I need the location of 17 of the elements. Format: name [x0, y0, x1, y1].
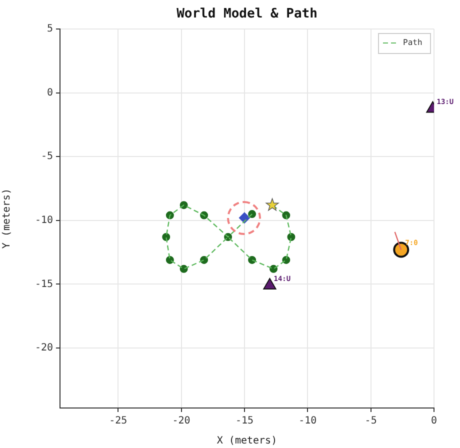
x-tick-label: -25: [109, 416, 128, 427]
x-axis-title: X (meters): [216, 436, 278, 447]
x-tick-label: 0: [430, 416, 438, 427]
y-tick-label: -5: [40, 151, 53, 162]
y-axis-title: Y (meters): [2, 188, 13, 249]
chart-title: World Model & Path: [176, 6, 318, 22]
y-tick-label: -15: [34, 278, 53, 290]
y-tick-label: 5: [46, 24, 53, 35]
x-tick-label: -20: [172, 416, 190, 427]
point: [266, 198, 279, 211]
x-tick-label: -15: [235, 416, 254, 427]
legend-label: Path: [403, 38, 422, 48]
y-tick-label: -20: [34, 342, 53, 354]
y-tick-label: 0: [46, 87, 53, 98]
x-tick-label: -10: [298, 416, 317, 427]
x-tick-label: -5: [364, 416, 377, 427]
y-tick-label: -10: [34, 215, 53, 226]
